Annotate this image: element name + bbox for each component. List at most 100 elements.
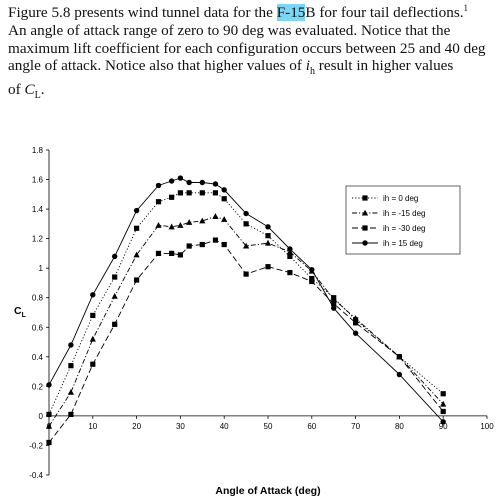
y-tick-label: 0 bbox=[39, 412, 44, 421]
x-tick-label: 40 bbox=[220, 422, 229, 431]
data-point bbox=[134, 277, 140, 283]
para-text: angle of attack. Notice also that higher… bbox=[8, 57, 306, 75]
data-point bbox=[440, 419, 446, 425]
math-i: i bbox=[305, 57, 310, 75]
series-ih-15-deg bbox=[46, 175, 446, 425]
data-point bbox=[212, 213, 219, 219]
data-point bbox=[186, 190, 192, 196]
data-point bbox=[309, 278, 315, 285]
x-tick-label: 60 bbox=[307, 422, 316, 431]
para-text: Figure 5.8 presents wind tunnel data for… bbox=[8, 4, 277, 21]
para-text: result in higher values bbox=[314, 57, 454, 75]
x-tick-label: 10 bbox=[88, 422, 97, 431]
para-line-3: maximum lift coefficient for each config… bbox=[8, 39, 486, 57]
data-point bbox=[330, 295, 337, 302]
legend-label: ih = -30 deg bbox=[383, 224, 425, 233]
data-point bbox=[168, 223, 175, 230]
math-sub: L bbox=[34, 90, 41, 102]
y-axis-label-main: C bbox=[14, 305, 22, 317]
y-tick-label: -0.4 bbox=[29, 471, 43, 480]
data-point bbox=[68, 363, 74, 369]
search-highlight[interactable]: F-15 bbox=[276, 4, 306, 21]
data-point bbox=[68, 342, 74, 348]
data-point bbox=[89, 335, 96, 342]
data-point bbox=[243, 271, 249, 277]
data-point bbox=[243, 221, 249, 227]
legend-label: ih = 0 deg bbox=[383, 194, 418, 203]
math-c: C bbox=[24, 81, 35, 99]
data-point bbox=[112, 253, 118, 260]
data-point bbox=[331, 305, 337, 311]
data-point bbox=[265, 264, 271, 270]
x-tick-label: 70 bbox=[351, 422, 360, 431]
x-axis-label: Angle of Attack (deg) bbox=[215, 485, 320, 497]
data-point bbox=[155, 250, 162, 257]
data-point bbox=[287, 246, 293, 252]
x-tick-label: 30 bbox=[176, 422, 185, 431]
data-point bbox=[221, 196, 227, 202]
data-point bbox=[287, 270, 293, 276]
para-line-4: angle of attack. Notice also that higher… bbox=[8, 57, 454, 78]
y-tick-label: 0.8 bbox=[32, 294, 44, 303]
data-point bbox=[90, 312, 96, 319]
data-point bbox=[46, 439, 52, 446]
y-tick-label: 1.6 bbox=[32, 176, 44, 185]
para-text: . bbox=[40, 81, 45, 99]
data-point bbox=[177, 222, 184, 228]
y-tick-label: 0.2 bbox=[32, 382, 44, 391]
data-point bbox=[212, 190, 219, 196]
data-point bbox=[169, 194, 175, 200]
data-point bbox=[186, 179, 192, 186]
y-tick-label: 1.8 bbox=[32, 146, 44, 155]
y-axis-label: CL bbox=[14, 305, 27, 319]
para-text: of bbox=[8, 81, 25, 99]
data-point bbox=[331, 301, 337, 307]
legend-label: ih = -15 deg bbox=[383, 209, 425, 218]
data-point bbox=[265, 224, 271, 230]
math-sub: h bbox=[309, 66, 315, 78]
data-point bbox=[134, 225, 140, 231]
data-point bbox=[155, 222, 162, 228]
series-line bbox=[48, 177, 444, 423]
data-point bbox=[112, 321, 118, 327]
data-point bbox=[243, 210, 249, 217]
data-point bbox=[440, 400, 447, 407]
data-point bbox=[186, 219, 193, 225]
data-point bbox=[68, 411, 74, 418]
y-axis-label-sub: L bbox=[22, 312, 27, 319]
legend-marker bbox=[362, 240, 368, 246]
data-point bbox=[199, 241, 205, 248]
data-point bbox=[352, 330, 359, 336]
legend-marker bbox=[361, 209, 369, 216]
data-point bbox=[133, 207, 140, 214]
data-point bbox=[67, 388, 74, 395]
data-point bbox=[309, 266, 315, 273]
data-point bbox=[112, 274, 118, 280]
data-point bbox=[309, 275, 315, 282]
y-tick-label: 1 bbox=[39, 264, 44, 273]
series-line bbox=[48, 239, 444, 443]
data-point bbox=[169, 250, 175, 257]
data-point bbox=[440, 391, 446, 397]
data-point bbox=[440, 408, 446, 415]
data-point bbox=[46, 382, 52, 388]
data-point bbox=[177, 190, 183, 196]
para-line-2: An angle of attack range of zero to 90 d… bbox=[8, 21, 451, 39]
data-point bbox=[90, 361, 96, 367]
y-tick-label: 1.4 bbox=[32, 205, 44, 214]
data-point bbox=[155, 199, 162, 205]
data-point bbox=[155, 182, 162, 189]
legend-label: ih = 15 deg bbox=[383, 239, 423, 248]
data-point bbox=[212, 181, 219, 187]
legend-marker bbox=[362, 195, 368, 201]
y-tick-label: -0.2 bbox=[29, 441, 43, 450]
data-point bbox=[221, 241, 227, 248]
series-ih-15-deg bbox=[45, 213, 447, 429]
data-point bbox=[264, 239, 272, 246]
footnote-mark[interactable]: 1 bbox=[463, 2, 469, 13]
data-point bbox=[396, 371, 403, 378]
series-ih-30-deg bbox=[46, 237, 446, 446]
data-point bbox=[353, 320, 359, 326]
y-tick-label: 0.4 bbox=[32, 353, 44, 362]
